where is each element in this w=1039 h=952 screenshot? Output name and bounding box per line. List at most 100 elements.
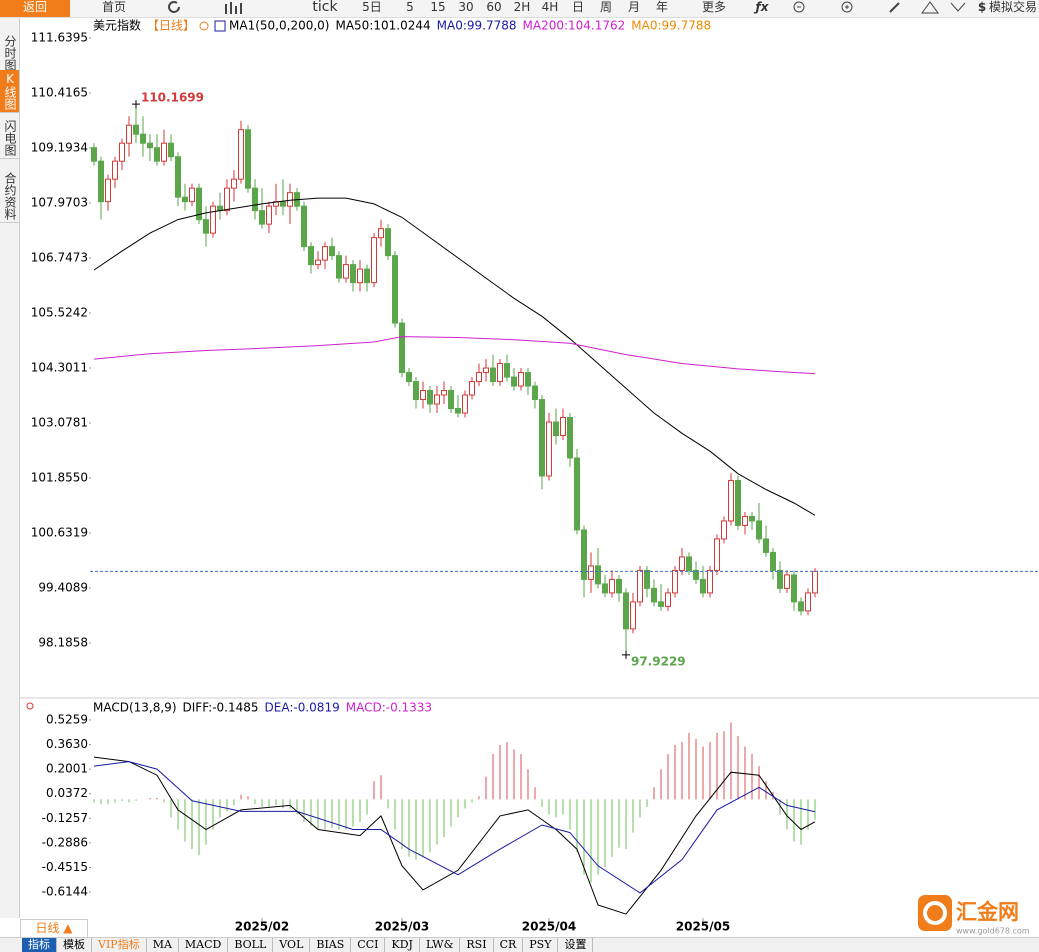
period-button[interactable]: 周	[599, 0, 612, 14]
candle-body	[335, 255, 342, 279]
candle-body	[608, 578, 615, 594]
candle-body	[769, 551, 776, 571]
logo-mark: 汇金网 www.gold678.com	[918, 895, 1030, 936]
indicator-tab[interactable]: LW&	[420, 938, 461, 952]
period-button[interactable]: 月	[627, 0, 640, 14]
sidebar-tab[interactable]: K线图	[0, 70, 19, 113]
chevron-icon	[950, 2, 966, 12]
y-tick-label: 110.4165	[31, 85, 88, 99]
simulate-button[interactable]: 模拟交易	[989, 0, 1038, 14]
indicator-tab[interactable]: MACD	[179, 938, 229, 952]
indicator-tab[interactable]: 指标	[22, 938, 57, 952]
candle-body	[433, 394, 440, 405]
formula-button[interactable]: ƒx	[755, 0, 769, 14]
candle-body	[391, 255, 398, 324]
more-button[interactable]: 更多	[701, 0, 726, 14]
indicator-tab[interactable]: BOLL	[228, 938, 274, 952]
chart-title: 美元指数	[93, 18, 141, 33]
candle-body	[797, 601, 804, 612]
candle-body	[104, 178, 111, 203]
candle-body	[657, 601, 664, 607]
y-tick-label: 0.3630	[46, 737, 88, 751]
x-tick-label: 2025/02	[235, 920, 289, 934]
indicator-tab[interactable]: 设置	[558, 938, 594, 952]
candle-body	[629, 601, 636, 630]
candle-body	[727, 479, 734, 522]
dropdown-button[interactable]	[946, 0, 970, 17]
settings-icon[interactable]	[26, 702, 34, 710]
candle-body	[678, 556, 685, 571]
candle-body	[153, 147, 160, 162]
indicator-tab[interactable]: KDJ	[385, 938, 420, 952]
indicator-tab[interactable]: MA	[147, 938, 179, 952]
back-button[interactable]: 返回	[0, 0, 70, 17]
period-button[interactable]: 日	[571, 0, 584, 14]
candle-body	[454, 408, 461, 414]
candle-body	[762, 538, 769, 553]
chart-icon	[225, 2, 242, 14]
legend-entry: MA0:99.7788	[631, 19, 711, 33]
candle-body	[314, 259, 321, 266]
refresh-button[interactable]	[160, 0, 190, 17]
candle-body	[132, 124, 139, 135]
candle-body	[167, 142, 174, 158]
home-button[interactable]: 首页	[101, 0, 126, 14]
period-selector[interactable]: 日线 ▲	[20, 919, 88, 938]
candle-body	[342, 264, 349, 279]
candle-body	[699, 578, 706, 594]
candle-body	[594, 565, 601, 585]
refresh-icon	[168, 1, 180, 13]
candle-body	[300, 205, 307, 248]
zoom-out-button[interactable]	[790, 0, 810, 17]
toolbar: 返回 首页 tick 5日 5 15 30 60 2H 4H 日 周 月 年 更…	[0, 0, 1039, 18]
zoom-in-button[interactable]	[838, 0, 858, 17]
candle-body	[643, 569, 650, 589]
period-button[interactable]: 60	[486, 0, 502, 14]
indicator-tab[interactable]: CR	[494, 938, 524, 952]
tick-button[interactable]: tick	[312, 0, 338, 15]
indicator-tab[interactable]: VIP指标	[92, 938, 147, 952]
candle-body	[181, 196, 188, 203]
candle-body	[398, 322, 405, 374]
x-tick-label: 2025/03	[375, 920, 429, 934]
candle-body	[664, 592, 671, 607]
legend-entry: DIFF:-0.1485	[183, 701, 259, 715]
candle-body	[650, 587, 657, 603]
extreme-label: 97.9229	[631, 654, 686, 668]
candle-body	[370, 237, 377, 284]
y-tick-label: 109.1934	[31, 140, 88, 154]
draw-button[interactable]	[885, 0, 905, 17]
chart-button[interactable]	[218, 0, 248, 17]
period-button[interactable]: 30	[458, 0, 474, 14]
sidebar-tab[interactable]: 闪电图	[0, 118, 19, 159]
indicator-tab[interactable]: PSY	[523, 938, 559, 952]
period-button[interactable]: 4H	[541, 0, 559, 14]
candle-body	[566, 417, 573, 459]
period-button[interactable]: 15	[430, 0, 446, 14]
sidebar-tab[interactable]: 合约资料	[0, 170, 19, 223]
candle-body	[496, 363, 503, 383]
indicator-tab[interactable]: BIAS	[310, 938, 352, 952]
indicator-line	[93, 336, 816, 375]
candle-body	[671, 569, 678, 594]
candle-body	[713, 538, 720, 571]
candle-body	[265, 205, 272, 225]
indicator-tab[interactable]: VOL	[273, 938, 311, 952]
period-button[interactable]: 2H	[513, 0, 531, 14]
dollar-icon: $	[977, 0, 987, 14]
period-button[interactable]: 年	[655, 0, 668, 14]
period-button[interactable]: 5	[406, 0, 414, 14]
extreme-marker	[131, 100, 140, 109]
shape-button[interactable]	[918, 0, 942, 17]
candle-body	[720, 520, 727, 540]
indicator-tab[interactable]: CCI	[351, 938, 386, 952]
indicator-tab[interactable]: 模板	[57, 938, 92, 952]
extreme-label: 110.1699	[141, 91, 204, 105]
indicator-tab[interactable]: RSI	[460, 938, 494, 952]
candle-body	[783, 574, 790, 589]
period-button[interactable]: 5日	[362, 0, 382, 14]
y-tick-label: 105.5242	[31, 305, 88, 319]
indicator-label: MA1(50,0,200,0)	[229, 19, 329, 33]
